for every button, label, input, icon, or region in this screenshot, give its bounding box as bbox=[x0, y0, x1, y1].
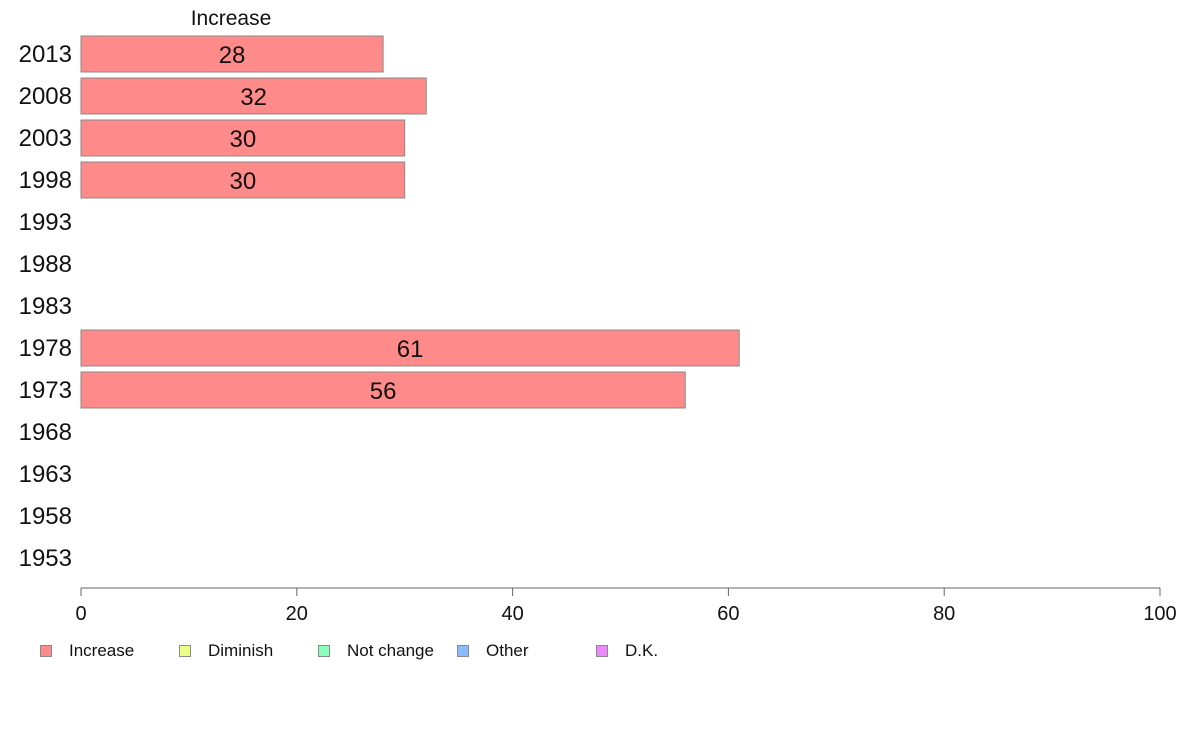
x-tick-label: 0 bbox=[75, 603, 86, 625]
data-label-1998: 30 bbox=[229, 168, 256, 195]
chart-title: Increase bbox=[191, 7, 272, 30]
x-tick-label: 40 bbox=[501, 603, 523, 625]
legend-label-dk: D.K. bbox=[625, 641, 659, 660]
legend-label-other: Other bbox=[486, 641, 529, 660]
y-tick-label: 1998 bbox=[19, 167, 72, 194]
y-tick-label: 1983 bbox=[19, 293, 72, 320]
y-tick-label: 1973 bbox=[19, 377, 72, 404]
x-tick-label: 60 bbox=[717, 603, 739, 625]
data-label-2003: 30 bbox=[229, 126, 256, 153]
legend-item-other: Other bbox=[457, 641, 529, 661]
x-tick-label: 80 bbox=[933, 603, 955, 625]
data-label-2013: 28 bbox=[219, 42, 246, 69]
y-tick-label: 2008 bbox=[19, 83, 72, 110]
legend-swatch-other bbox=[457, 645, 469, 657]
legend-swatch-diminish bbox=[179, 645, 191, 657]
y-tick-label: 2013 bbox=[19, 41, 72, 68]
y-tick-label: 1968 bbox=[19, 419, 72, 446]
y-tick-label: 1958 bbox=[19, 503, 72, 530]
legend-swatch-dk bbox=[596, 645, 608, 657]
legend: Increase Diminish Not change Other D.K. bbox=[40, 641, 800, 663]
y-tick-label: 1988 bbox=[19, 251, 72, 278]
legend-label-increase: Increase bbox=[69, 641, 135, 660]
data-label-1978: 61 bbox=[397, 336, 424, 363]
y-tick-label: 1953 bbox=[19, 545, 72, 572]
legend-label-not-change: Not change bbox=[347, 641, 434, 660]
data-label-1973: 56 bbox=[370, 378, 397, 405]
bar-1973 bbox=[80, 371, 686, 409]
bar-2003 bbox=[80, 119, 406, 157]
bar-1978 bbox=[80, 329, 740, 367]
bar-2013 bbox=[80, 35, 384, 73]
bar-2008 bbox=[80, 77, 427, 115]
bar-1998 bbox=[80, 161, 406, 199]
legend-item-not-change: Not change bbox=[318, 641, 434, 661]
y-tick-label: 1963 bbox=[19, 461, 72, 488]
legend-label-diminish: Diminish bbox=[208, 641, 274, 660]
data-label-2008: 32 bbox=[240, 84, 267, 111]
y-tick-label: 2003 bbox=[19, 125, 72, 152]
y-tick-label: 1993 bbox=[19, 209, 72, 236]
legend-swatch-not-change bbox=[318, 645, 330, 657]
legend-swatch-increase bbox=[40, 645, 52, 657]
legend-item-diminish: Diminish bbox=[179, 641, 273, 661]
legend-item-increase: Increase bbox=[40, 641, 134, 661]
x-tick-label: 100 bbox=[1143, 603, 1176, 625]
legend-item-dk: D.K. bbox=[596, 641, 658, 661]
y-tick-label: 1978 bbox=[19, 335, 72, 362]
x-tick-label: 20 bbox=[286, 603, 308, 625]
